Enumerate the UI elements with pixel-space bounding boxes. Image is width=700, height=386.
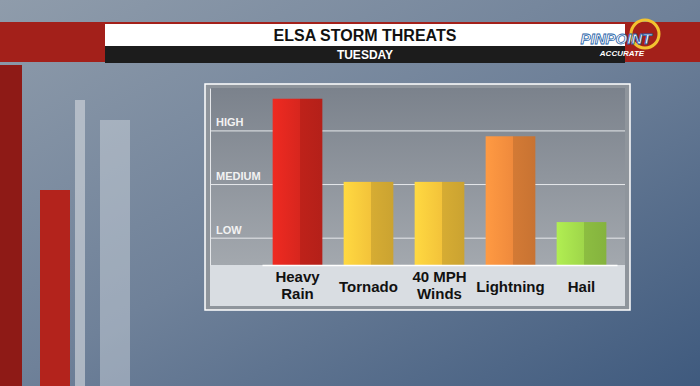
x-tick-label: Lightning [476, 278, 544, 295]
logo-subtitle: ACCURATE [599, 49, 645, 58]
x-tick-label: Tornado [339, 278, 398, 295]
title: ELSA STORM THREATS [274, 27, 457, 44]
label-band [210, 265, 625, 306]
x-tick-label-line: Lightning [476, 278, 544, 295]
bars [273, 99, 607, 265]
header-band [0, 22, 700, 62]
decoration [0, 65, 130, 386]
title-bar [105, 24, 625, 46]
bar [415, 182, 465, 265]
y-tick-label: LOW [216, 224, 242, 236]
subtitle-bar [105, 46, 625, 63]
bar [344, 182, 394, 265]
grid-line [210, 130, 625, 131]
stripe [0, 65, 22, 386]
background [0, 0, 700, 386]
bar [557, 222, 607, 265]
x-tick-label: Hail [568, 278, 596, 295]
logo-title: PINPOINT [581, 30, 654, 47]
x-axis: HeavyRain Tornado 40 MPHWinds Lightning Hail [263, 265, 618, 302]
x-tick-label-line: Hail [568, 278, 596, 295]
plot-area [210, 88, 625, 265]
chart-svg: ELSA STORM THREATS TUESDAY PINPOINT ACCURAT… [0, 0, 700, 386]
chart-root: ELSA STORM THREATS TUESDAY PINPOINT ACCURAT… [0, 0, 700, 386]
x-tick-label-line: Rain [281, 285, 314, 302]
x-tick-label-line: 40 MPH [412, 268, 466, 285]
x-tick-label-line: Heavy [275, 268, 320, 285]
y-tick-label: MEDIUM [216, 170, 261, 182]
x-tick: HeavyRain [275, 265, 320, 302]
logo: PINPOINT ACCURATE [581, 20, 659, 58]
panel [205, 84, 630, 310]
y-tick: LOW [210, 224, 242, 239]
x-tick: Tornado [339, 265, 398, 295]
stripe [75, 100, 85, 386]
y-tick: MEDIUM [210, 170, 261, 185]
subtitle: TUESDAY [337, 48, 393, 62]
x-tick: 40 MPHWinds [412, 265, 466, 302]
bar [486, 136, 536, 265]
x-tick-label: 40 MPHWinds [412, 268, 466, 302]
y-axis: LOW MEDIUM HIGH [210, 89, 261, 266]
y-tick: HIGH [210, 116, 244, 131]
stripe [40, 190, 70, 386]
y-axis-line [210, 89, 211, 266]
x-tick-label-line: Tornado [339, 278, 398, 295]
x-tick: Hail [568, 265, 596, 295]
bar [273, 99, 323, 265]
stripe [100, 120, 130, 386]
y-tick-label: HIGH [216, 116, 244, 128]
x-tick-label: HeavyRain [275, 268, 320, 302]
x-tick-label-line: Winds [417, 285, 462, 302]
x-axis-line [263, 265, 618, 267]
x-tick: Lightning [476, 265, 544, 295]
